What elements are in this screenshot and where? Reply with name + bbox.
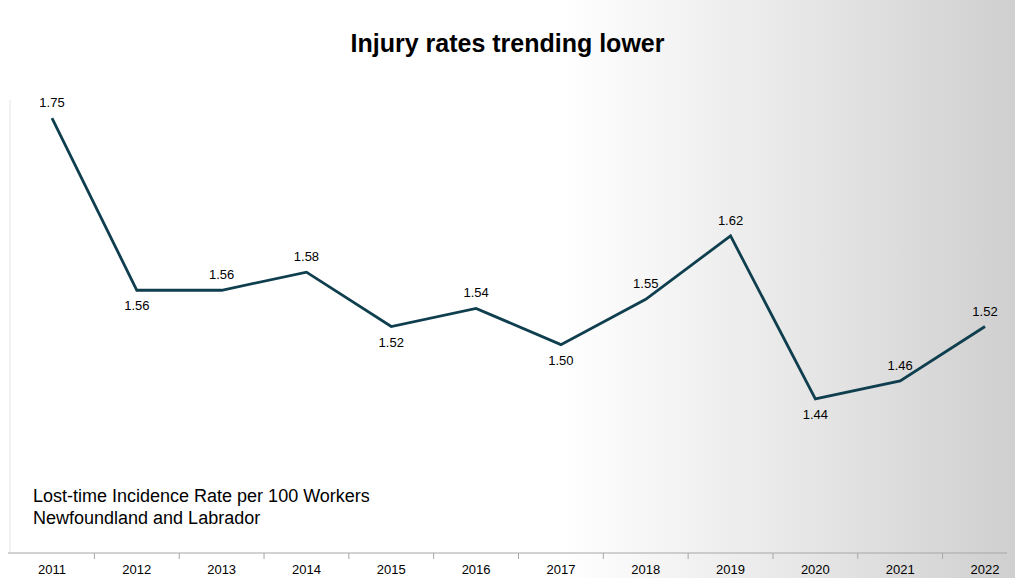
x-tick-label: 2022: [971, 562, 1000, 577]
x-tick-label: 2021: [886, 562, 915, 577]
annotation: Lost-time Incidence Rate per 100 Workers: [33, 486, 370, 506]
x-tick: [518, 553, 519, 559]
x-tick: [179, 553, 180, 559]
data-label: 1.58: [294, 249, 319, 264]
x-tick: [942, 553, 943, 559]
data-line: [52, 118, 985, 399]
x-tick-label: 2014: [292, 562, 321, 577]
x-axis-line: [8, 553, 1007, 554]
chart-title: Injury rates trending lower: [351, 29, 665, 57]
data-label: 1.44: [803, 407, 828, 422]
data-label: 1.46: [888, 358, 913, 373]
data-label: 1.62: [718, 213, 743, 228]
data-label: 1.50: [548, 353, 573, 368]
x-tick-label: 2016: [462, 562, 491, 577]
plot-area: [52, 118, 985, 399]
data-label: 1.75: [39, 95, 64, 110]
x-tick-label: 2013: [207, 562, 236, 577]
x-tick: [603, 553, 604, 559]
x-tick-label: 2012: [122, 562, 151, 577]
x-tick: [94, 553, 95, 559]
data-label: 1.56: [124, 298, 149, 313]
y-axis-line: [10, 100, 11, 553]
x-tick-label: 2017: [546, 562, 575, 577]
background-photo-area: [560, 0, 1015, 578]
data-label: 1.54: [463, 285, 488, 300]
annotation: Newfoundland and Labrador: [33, 508, 260, 528]
chart: Injury rates trending lower 2011 2012 2013 2…: [0, 0, 1015, 578]
x-tick: [857, 553, 858, 559]
data-label: 1.52: [972, 304, 997, 319]
x-tick: [433, 553, 434, 559]
data-label: 1.52: [379, 335, 404, 350]
x-tick: [772, 553, 773, 559]
x-tick-label: 2015: [377, 562, 406, 577]
data-label: 1.56: [209, 267, 234, 282]
x-tick-label: 2020: [801, 562, 830, 577]
x-tick: [348, 553, 349, 559]
data-label: 1.55: [633, 276, 658, 291]
x-tick-label: 2019: [716, 562, 745, 577]
x-tick-label: 2018: [631, 562, 660, 577]
x-tick: [688, 553, 689, 559]
x-tick: [264, 553, 265, 559]
x-tick-label: 2011: [38, 562, 66, 577]
